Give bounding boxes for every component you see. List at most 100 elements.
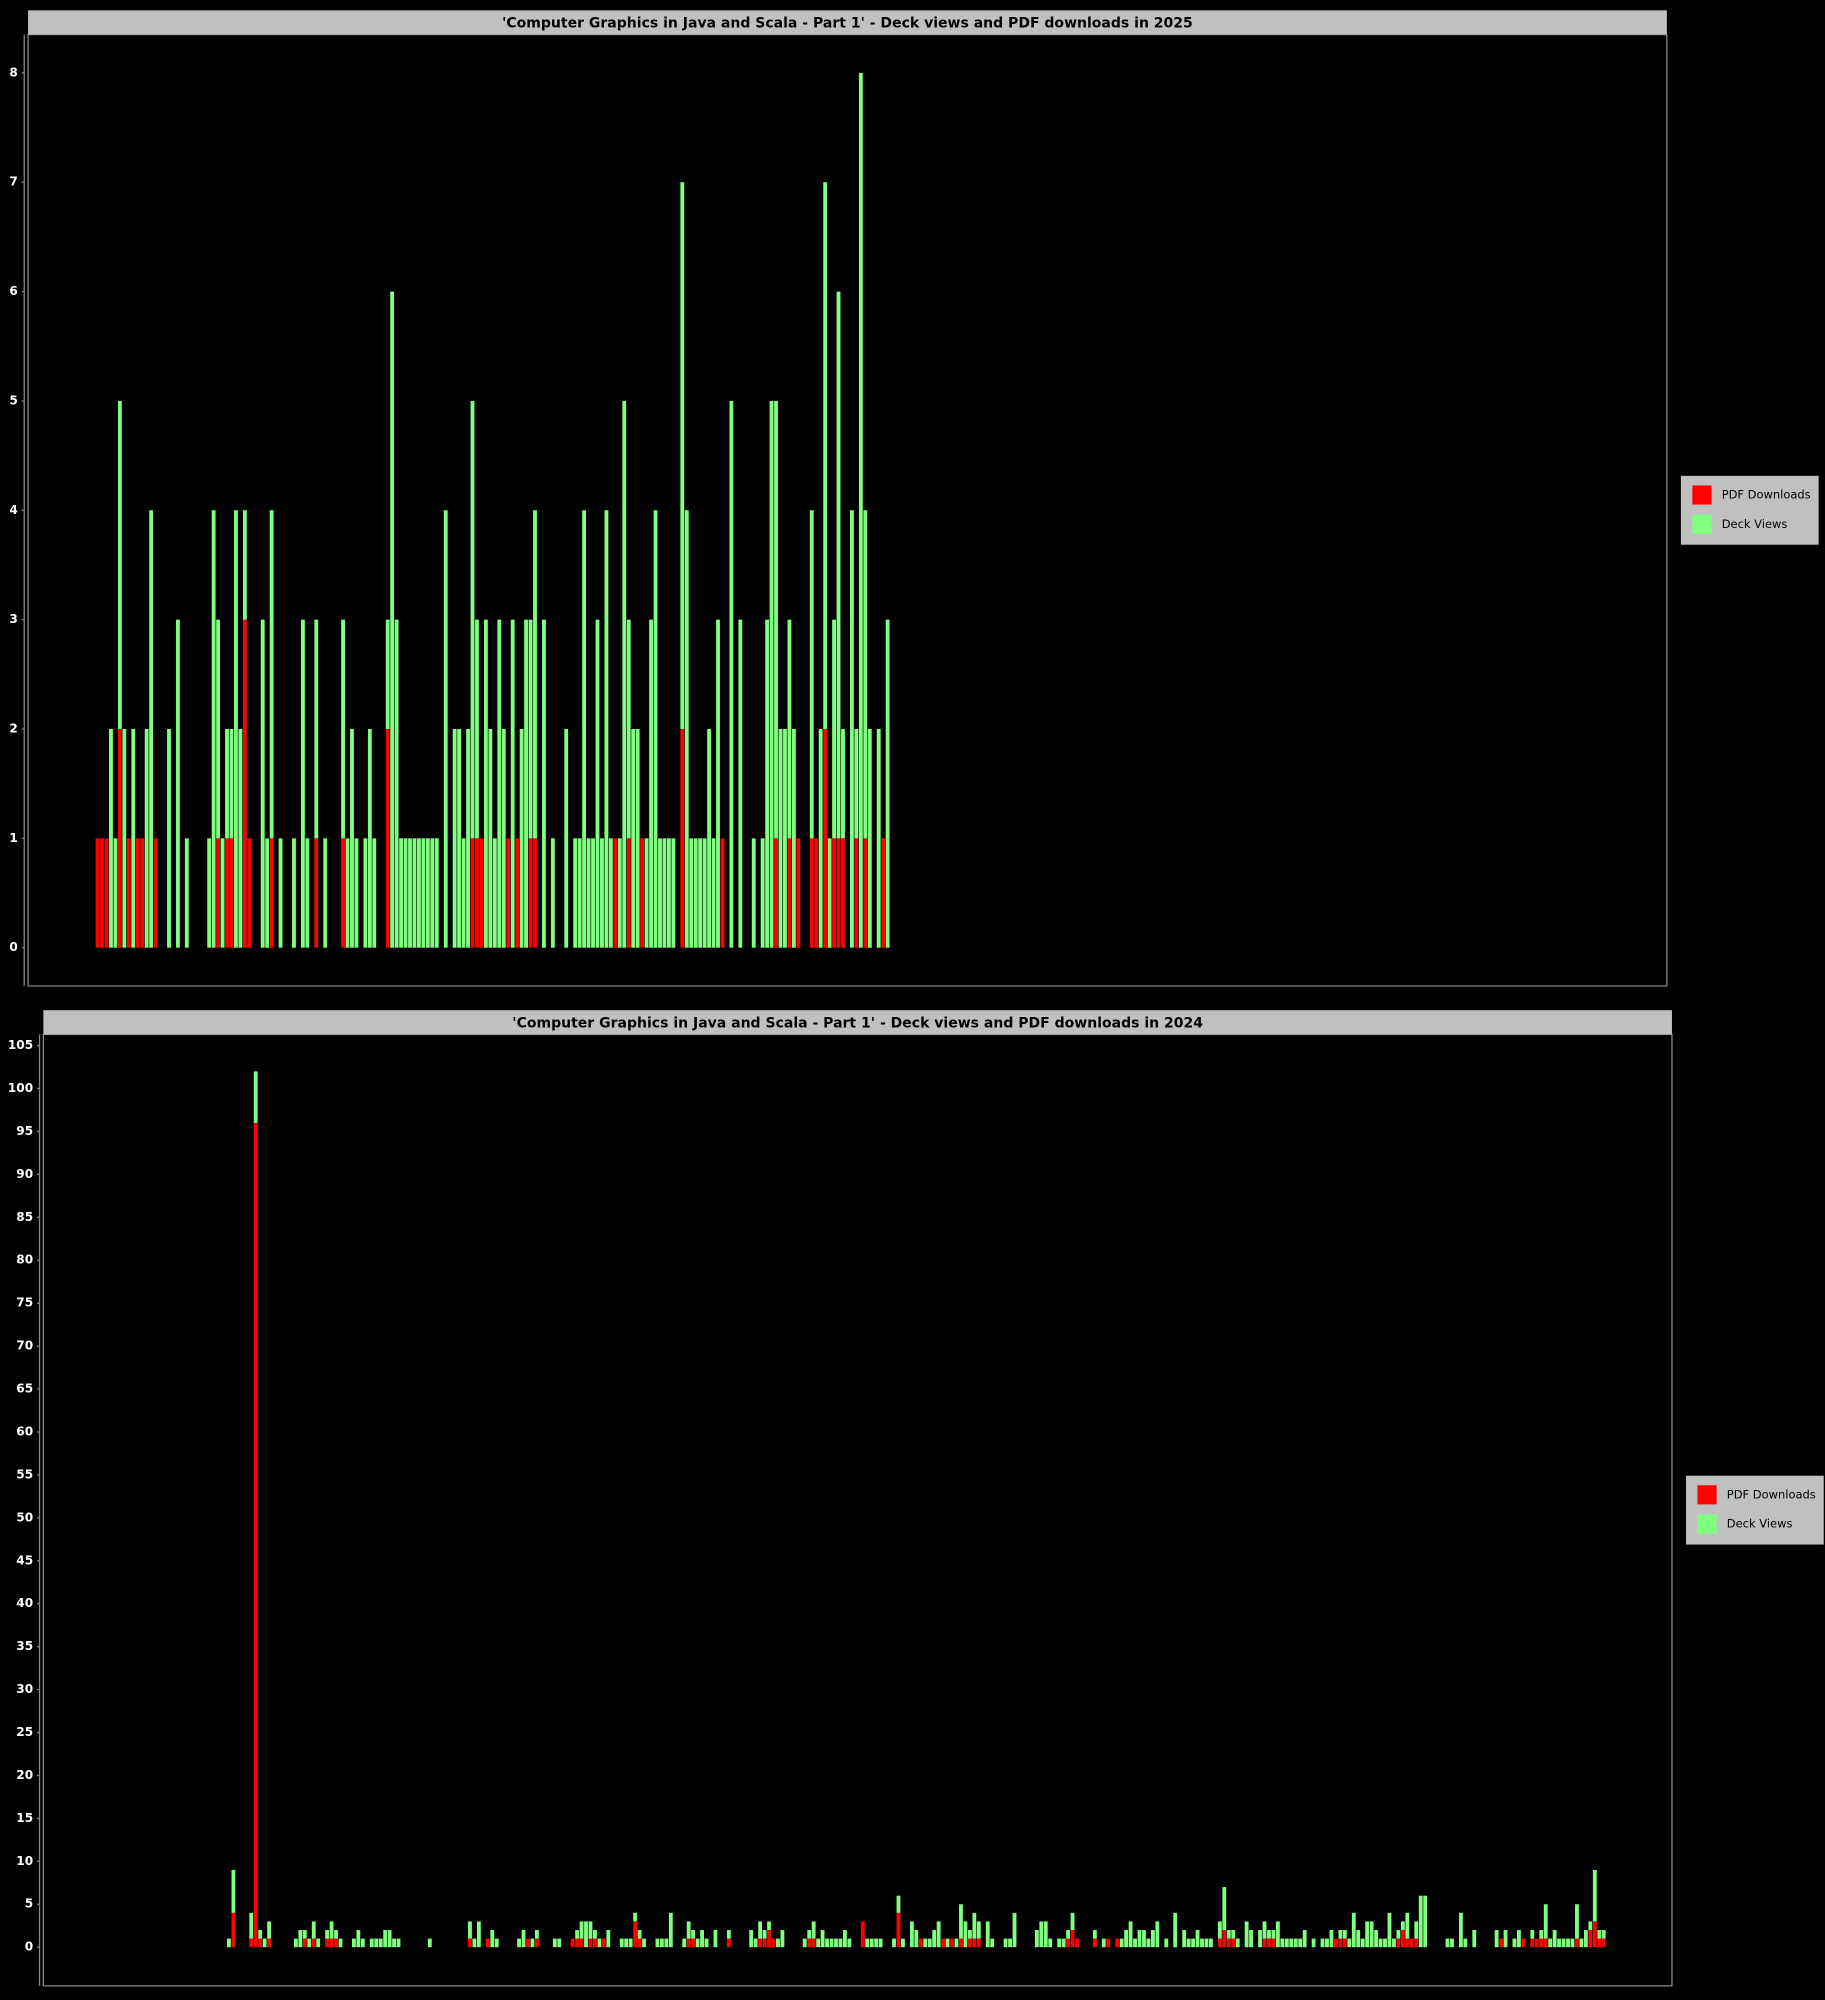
bar-segment [783, 728, 787, 948]
bar-segment [932, 1930, 937, 1948]
bar-segment [307, 1938, 312, 1948]
bar-segment [1570, 1938, 1575, 1948]
bar-segment [229, 728, 234, 839]
bar-segment [338, 1938, 343, 1948]
y-tick-label: 95 [16, 1124, 33, 1138]
bar-segment [360, 1938, 365, 1948]
bar-segment [526, 1938, 530, 1948]
bar-segment [117, 400, 122, 729]
bar-segment [258, 1938, 263, 1948]
bar-segment [229, 838, 234, 948]
bar-segment [564, 728, 569, 948]
bar-segment [1222, 1887, 1227, 1931]
bar-segment [249, 1912, 254, 1939]
bar-segment [383, 1930, 388, 1948]
bar-segment [1133, 1938, 1137, 1948]
bar-segment [867, 728, 872, 948]
bar-segment [302, 1938, 307, 1948]
bar-segment [211, 510, 216, 948]
bar-segment [1548, 1938, 1553, 1948]
bar-segment [253, 1071, 258, 1123]
bar-segment [530, 1938, 535, 1948]
bar-segment [588, 1921, 593, 1939]
bar-segment [1008, 1938, 1012, 1948]
bar-segment [601, 1938, 606, 1948]
bar-segment [378, 1938, 383, 1948]
bar-segment [729, 400, 734, 948]
bar-segment [356, 1930, 361, 1948]
bar-segment [914, 1930, 919, 1948]
bar-segment [1325, 1938, 1329, 1948]
bar-segment [1231, 1938, 1236, 1948]
bar-segment [575, 1930, 580, 1939]
bar-segment [329, 1921, 334, 1939]
y-tick-label: 100 [8, 1081, 33, 1095]
bar-segment [1383, 1938, 1387, 1948]
bar-segment [1405, 1912, 1410, 1939]
bar-segment [234, 510, 238, 948]
bar-segment [807, 1938, 812, 1948]
bar-segment [490, 1930, 495, 1948]
bar-segment [633, 1912, 638, 1922]
bar-segment [260, 619, 265, 948]
bar-segment [642, 1938, 646, 1948]
bar-segment [1374, 1930, 1378, 1948]
y-tick-label: 4 [9, 503, 17, 517]
bar-segment [1128, 1921, 1133, 1948]
bar-segment [1119, 1938, 1124, 1948]
bar-segment [184, 838, 189, 948]
y-tick-label: 50 [16, 1510, 33, 1524]
bar-segment [700, 1930, 704, 1948]
bar-segment [760, 838, 765, 948]
bar-segment [941, 1938, 946, 1948]
bar-segment [967, 1930, 972, 1939]
bar-segment [535, 1930, 539, 1939]
bar-segment [796, 838, 801, 948]
y-tick-label: 90 [16, 1167, 33, 1181]
plot-area [27, 33, 1668, 987]
bar-segment [765, 619, 770, 948]
bar-segment [767, 1921, 771, 1931]
bar-segment [575, 1938, 580, 1948]
bar-segment [1289, 1938, 1294, 1948]
bar-segment [385, 619, 390, 729]
bar-segment [1333, 1938, 1338, 1948]
bar-segment [334, 1930, 338, 1939]
bar-segment [113, 838, 118, 948]
bar-segment [1561, 1938, 1566, 1948]
bar-segment [802, 1938, 807, 1948]
bar-segment [1061, 1938, 1066, 1948]
bar-segment [225, 728, 229, 839]
bar-segment [713, 1930, 718, 1948]
y-tick-label: 0 [9, 940, 17, 954]
bar-segment [619, 1938, 624, 1948]
bar-segment [593, 1930, 597, 1939]
bar-segment [242, 510, 247, 620]
bar-segment [823, 182, 828, 729]
bar-segment [1043, 1921, 1048, 1948]
bar-segment [1244, 1921, 1249, 1948]
bar-segment [227, 1938, 231, 1948]
y-tick-label: 5 [9, 393, 17, 407]
bar-segment [841, 838, 845, 948]
bar-segment [387, 1930, 392, 1948]
bar-segment [704, 1938, 709, 1948]
bar-segment [1320, 1938, 1325, 1948]
bar-segment [372, 838, 377, 948]
bar-segment [1405, 1938, 1410, 1948]
y-tick-label: 10 [16, 1854, 33, 1868]
bar-segment [738, 619, 743, 948]
bar-segment [865, 1938, 870, 1948]
bar-segment [1392, 1938, 1396, 1948]
bar-segment [787, 838, 792, 948]
bar-segment [262, 1938, 267, 1948]
bar-segment [293, 1938, 298, 1948]
bar-segment [680, 182, 685, 729]
bar-segment [591, 838, 595, 948]
bar-segment [624, 1938, 629, 1948]
bar-segment [758, 1938, 763, 1948]
bar-segment [468, 1938, 472, 1948]
bar-segment [1503, 1930, 1508, 1948]
bar-segment [1329, 1930, 1334, 1948]
